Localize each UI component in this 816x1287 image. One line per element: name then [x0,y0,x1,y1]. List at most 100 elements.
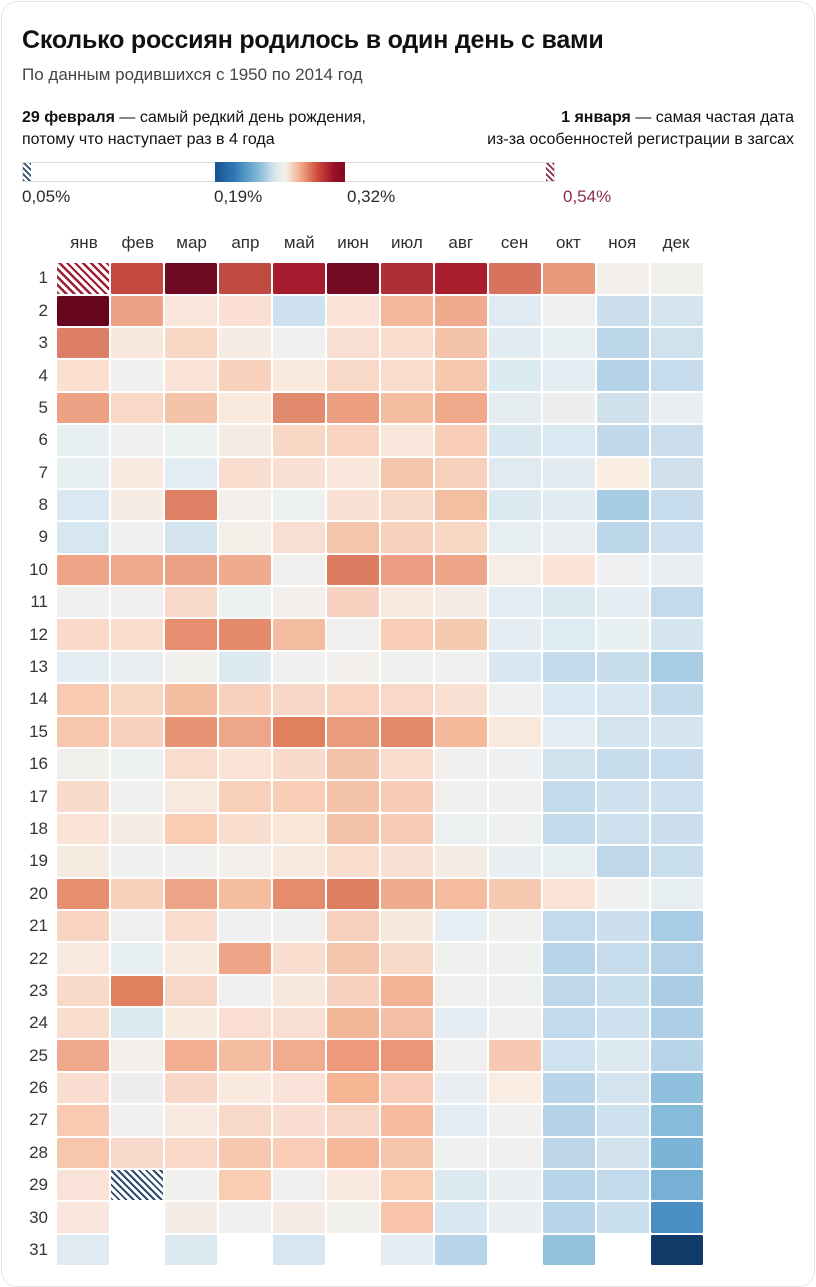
heatmap-cell-апр-5[interactable] [219,392,271,424]
heatmap-cell-фев-7[interactable] [111,457,163,488]
heatmap-cell-дек-24[interactable] [651,1008,703,1039]
heatmap-cell-ноя-27[interactable] [597,1105,649,1136]
heatmap-cell-фев-4[interactable] [111,360,163,391]
heatmap-cell-окт-10[interactable] [543,554,595,586]
heatmap-cell-авг-29[interactable] [435,1170,487,1201]
heatmap-cell-июн-18[interactable] [327,813,379,845]
heatmap-cell-окт-22[interactable] [543,943,595,974]
heatmap-cell-сен-9[interactable] [489,522,541,553]
heatmap-cell-июн-29[interactable] [327,1170,379,1201]
heatmap-cell-мар-7[interactable] [165,457,217,488]
heatmap-cell-мар-31[interactable] [165,1234,217,1266]
heatmap-cell-янв-25[interactable] [57,1040,109,1071]
heatmap-cell-апр-17[interactable] [219,781,271,812]
heatmap-cell-сен-11[interactable] [489,587,541,618]
heatmap-cell-ноя-3[interactable] [597,327,649,359]
heatmap-cell-фев-20[interactable] [111,878,163,909]
heatmap-cell-июн-15[interactable] [327,716,379,747]
heatmap-cell-авг-24[interactable] [435,1008,487,1039]
heatmap-cell-янв-14[interactable] [57,684,109,715]
heatmap-cell-апр-2[interactable] [219,295,271,326]
heatmap-cell-июл-16[interactable] [381,748,433,780]
heatmap-cell-авг-7[interactable] [435,457,487,488]
heatmap-cell-май-30[interactable] [273,1202,325,1233]
heatmap-cell-авг-6[interactable] [435,425,487,456]
heatmap-cell-фев-26[interactable] [111,1072,163,1104]
heatmap-cell-фев-17[interactable] [111,781,163,812]
heatmap-cell-мар-25[interactable] [165,1040,217,1071]
heatmap-cell-дек-25[interactable] [651,1040,703,1071]
heatmap-cell-июл-11[interactable] [381,587,433,618]
heatmap-cell-мар-27[interactable] [165,1105,217,1136]
heatmap-cell-мар-6[interactable] [165,425,217,456]
heatmap-cell-дек-31[interactable] [651,1234,703,1266]
heatmap-cell-ноя-23[interactable] [597,975,649,1007]
heatmap-cell-авг-14[interactable] [435,684,487,715]
heatmap-cell-сен-19[interactable] [489,846,541,877]
heatmap-cell-авг-15[interactable] [435,716,487,747]
heatmap-cell-янв-6[interactable] [57,425,109,456]
heatmap-cell-май-4[interactable] [273,360,325,391]
heatmap-cell-июн-1[interactable] [327,263,379,294]
heatmap-cell-авг-22[interactable] [435,943,487,974]
heatmap-cell-окт-16[interactable] [543,748,595,780]
heatmap-cell-мар-20[interactable] [165,878,217,909]
heatmap-cell-мар-24[interactable] [165,1008,217,1039]
heatmap-cell-фев-15[interactable] [111,716,163,747]
heatmap-cell-янв-8[interactable] [57,489,109,521]
heatmap-cell-янв-29[interactable] [57,1170,109,1201]
heatmap-cell-июн-22[interactable] [327,943,379,974]
heatmap-cell-окт-31[interactable] [543,1234,595,1266]
heatmap-cell-апр-1[interactable] [219,263,271,294]
heatmap-cell-ноя-18[interactable] [597,813,649,845]
heatmap-cell-май-19[interactable] [273,846,325,877]
heatmap-cell-май-24[interactable] [273,1008,325,1039]
heatmap-cell-ноя-8[interactable] [597,489,649,521]
heatmap-cell-янв-3[interactable] [57,327,109,359]
heatmap-cell-дек-28[interactable] [651,1137,703,1169]
heatmap-cell-янв-20[interactable] [57,878,109,909]
heatmap-cell-окт-21[interactable] [543,910,595,942]
heatmap-cell-мар-14[interactable] [165,684,217,715]
heatmap-cell-мар-10[interactable] [165,554,217,586]
heatmap-cell-авг-2[interactable] [435,295,487,326]
heatmap-cell-май-9[interactable] [273,522,325,553]
heatmap-cell-май-21[interactable] [273,910,325,942]
heatmap-cell-май-26[interactable] [273,1072,325,1104]
heatmap-cell-апр-20[interactable] [219,878,271,909]
heatmap-cell-май-2[interactable] [273,295,325,326]
heatmap-cell-май-22[interactable] [273,943,325,974]
heatmap-cell-фев-3[interactable] [111,327,163,359]
heatmap-cell-янв-12[interactable] [57,619,109,650]
heatmap-cell-сен-1[interactable] [489,263,541,294]
heatmap-cell-мар-12[interactable] [165,619,217,650]
heatmap-cell-май-28[interactable] [273,1137,325,1169]
heatmap-cell-июн-19[interactable] [327,846,379,877]
heatmap-cell-сен-20[interactable] [489,878,541,909]
heatmap-cell-май-10[interactable] [273,554,325,586]
heatmap-cell-мар-11[interactable] [165,587,217,618]
heatmap-cell-мар-1[interactable] [165,263,217,294]
heatmap-cell-апр-3[interactable] [219,327,271,359]
heatmap-cell-мар-28[interactable] [165,1137,217,1169]
heatmap-cell-авг-18[interactable] [435,813,487,845]
heatmap-cell-июн-27[interactable] [327,1105,379,1136]
heatmap-cell-апр-21[interactable] [219,910,271,942]
heatmap-cell-янв-31[interactable] [57,1234,109,1266]
heatmap-cell-ноя-14[interactable] [597,684,649,715]
heatmap-cell-дек-3[interactable] [651,327,703,359]
heatmap-cell-июл-24[interactable] [381,1008,433,1039]
heatmap-cell-окт-11[interactable] [543,587,595,618]
heatmap-cell-май-5[interactable] [273,392,325,424]
heatmap-cell-июн-14[interactable] [327,684,379,715]
heatmap-cell-сен-5[interactable] [489,392,541,424]
heatmap-cell-ноя-22[interactable] [597,943,649,974]
heatmap-cell-ноя-26[interactable] [597,1072,649,1104]
heatmap-cell-июл-23[interactable] [381,975,433,1007]
heatmap-cell-дек-10[interactable] [651,554,703,586]
heatmap-cell-ноя-6[interactable] [597,425,649,456]
heatmap-cell-сен-10[interactable] [489,554,541,586]
heatmap-cell-мар-3[interactable] [165,327,217,359]
heatmap-cell-ноя-17[interactable] [597,781,649,812]
heatmap-cell-фев-24[interactable] [111,1008,163,1039]
